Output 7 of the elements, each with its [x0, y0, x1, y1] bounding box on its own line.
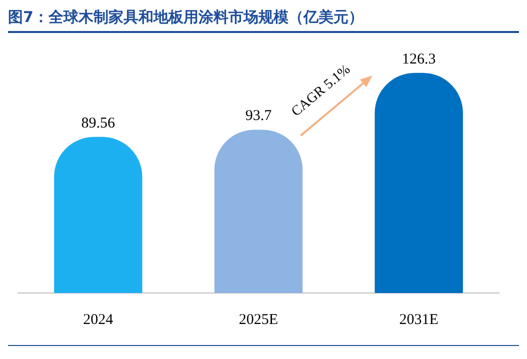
x-tick-label: 2025E: [238, 312, 278, 328]
x-tick-label: 2031E: [399, 312, 438, 328]
x-tick-label: 2024: [83, 312, 114, 328]
data-label: 93.7: [245, 108, 272, 124]
data-label: 126.3: [402, 51, 436, 68]
chart-title: 图7：全球木制家具和地板用涂料市场规模（亿美元）: [8, 8, 519, 33]
data-label: 89.56: [81, 115, 116, 132]
